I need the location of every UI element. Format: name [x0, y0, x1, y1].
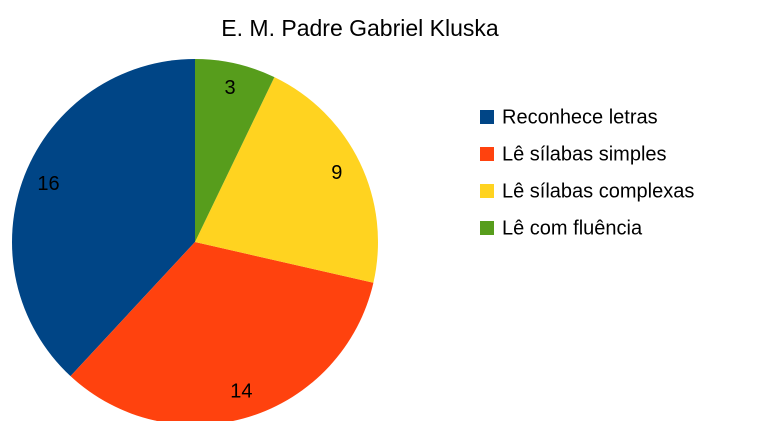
pie-slice: [195, 77, 378, 283]
pie-slice: [12, 59, 195, 377]
slice-label: 16: [37, 173, 59, 195]
legend-label: Lê sílabas complexas: [502, 180, 694, 202]
legend-label: Lê sílabas simples: [502, 143, 667, 165]
slice-label: 3: [224, 77, 235, 99]
slice-label: 9: [331, 162, 342, 184]
legend-swatch: [480, 110, 494, 124]
pie-slice: [195, 59, 275, 242]
legend-label: Reconhece letras: [502, 106, 658, 128]
chart-title: E. M. Padre Gabriel Kluska: [221, 15, 499, 41]
legend-swatch: [480, 184, 494, 198]
legend-label: Lê com fluência: [502, 217, 643, 239]
legend-swatch: [480, 147, 494, 161]
slice-label: 14: [230, 381, 252, 403]
pie-slice: [70, 242, 374, 421]
legend-swatch: [480, 221, 494, 235]
